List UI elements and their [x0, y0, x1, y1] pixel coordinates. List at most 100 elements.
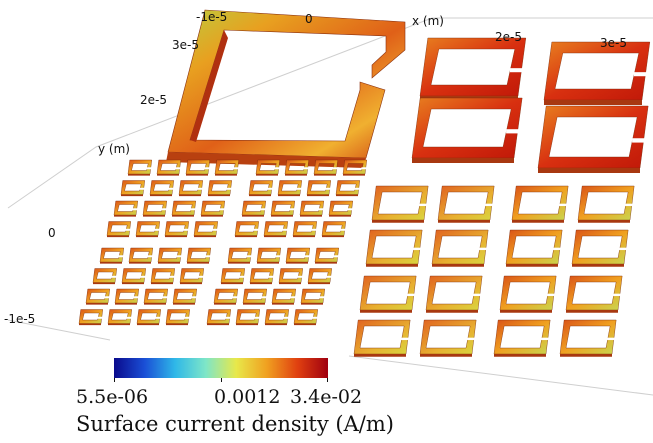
tiny-resonator[interactable]	[106, 221, 132, 238]
tiny-resonator[interactable]	[293, 309, 319, 326]
tiny-resonator[interactable]	[328, 200, 354, 217]
colorbar-max-label: 3.4e-02	[290, 386, 363, 408]
small-resonator[interactable]	[559, 319, 617, 357]
tiny-resonator[interactable]	[92, 268, 118, 285]
tiny-resonator[interactable]	[127, 159, 153, 176]
tiny-resonator[interactable]	[99, 247, 125, 264]
tiny-resonator[interactable]	[150, 268, 176, 285]
tiny-resonator[interactable]	[207, 180, 233, 197]
colorbar-tick-mark	[220, 378, 222, 382]
tiny-resonator[interactable]	[227, 247, 253, 264]
small-resonator[interactable]	[505, 229, 563, 267]
tiny-resonator[interactable]	[186, 247, 212, 264]
tiny-resonator[interactable]	[171, 200, 197, 217]
tiny-resonator[interactable]	[172, 288, 198, 305]
medium-resonator-group[interactable]	[411, 37, 651, 173]
tiny-resonator[interactable]	[342, 159, 368, 176]
small-resonator[interactable]	[437, 185, 495, 223]
tiny-resonator[interactable]	[193, 221, 219, 238]
tiny-resonator[interactable]	[164, 221, 190, 238]
tiny-resonator[interactable]	[120, 180, 146, 197]
medium-resonator[interactable]	[537, 105, 649, 173]
tiny-resonator[interactable]	[149, 180, 175, 197]
tiny-resonator[interactable]	[165, 309, 191, 326]
tiny-resonator[interactable]	[241, 200, 267, 217]
tiny-resonator[interactable]	[271, 288, 297, 305]
small-resonator[interactable]	[425, 275, 483, 313]
tiny-resonator[interactable]	[248, 180, 274, 197]
tiny-resonator[interactable]	[143, 288, 169, 305]
tiny-resonator[interactable]	[135, 221, 161, 238]
small-resonator[interactable]	[371, 185, 429, 223]
x-tick-neg1e-5: -1e-5	[196, 10, 228, 24]
tiny-resonator[interactable]	[278, 268, 304, 285]
tiny-resonator[interactable]	[220, 268, 246, 285]
small-resonator[interactable]	[493, 319, 551, 357]
medium-resonator[interactable]	[543, 41, 651, 105]
tiny-resonator[interactable]	[292, 221, 318, 238]
tiny-resonator[interactable]	[142, 200, 168, 217]
medium-resonator[interactable]	[419, 37, 527, 101]
tiny-resonator[interactable]	[213, 288, 239, 305]
small-resonator[interactable]	[431, 229, 489, 267]
tiny-resonator[interactable]	[285, 247, 311, 264]
small-resonator[interactable]	[353, 319, 411, 357]
tiny-resonator[interactable]	[136, 309, 162, 326]
tiny-resonator[interactable]	[206, 309, 232, 326]
tiny-resonator[interactable]	[307, 268, 333, 285]
tiny-resonator-group[interactable]	[78, 159, 368, 326]
tiny-resonator[interactable]	[156, 159, 182, 176]
large-resonator[interactable]	[166, 9, 406, 168]
tiny-resonator[interactable]	[306, 180, 332, 197]
x-tick-3e-5: 3e-5	[600, 36, 627, 50]
tiny-resonator[interactable]	[234, 221, 260, 238]
colorbar-tick-mark	[327, 378, 328, 382]
small-resonator[interactable]	[577, 185, 635, 223]
tiny-resonator[interactable]	[313, 159, 339, 176]
small-resonator[interactable]	[499, 275, 557, 313]
small-resonator[interactable]	[571, 229, 629, 267]
small-resonator[interactable]	[565, 275, 623, 313]
ground-plane-edge	[348, 355, 653, 396]
tiny-resonator[interactable]	[300, 288, 326, 305]
tiny-resonator[interactable]	[179, 268, 205, 285]
x-tick-0: 0	[305, 12, 313, 26]
tiny-resonator[interactable]	[235, 309, 261, 326]
tiny-resonator[interactable]	[321, 221, 347, 238]
tiny-resonator[interactable]	[242, 288, 268, 305]
tiny-resonator[interactable]	[249, 268, 275, 285]
tiny-resonator[interactable]	[185, 159, 211, 176]
tiny-resonator[interactable]	[277, 180, 303, 197]
small-resonator[interactable]	[365, 229, 423, 267]
medium-resonator[interactable]	[411, 97, 523, 163]
colorbar-gradient	[114, 358, 328, 382]
tiny-resonator[interactable]	[78, 309, 104, 326]
y-axis-label: y (m)	[98, 142, 130, 156]
tiny-resonator[interactable]	[157, 247, 183, 264]
tiny-resonator[interactable]	[107, 309, 133, 326]
tiny-resonator[interactable]	[200, 200, 226, 217]
tiny-resonator[interactable]	[256, 247, 282, 264]
tiny-resonator[interactable]	[270, 200, 296, 217]
tiny-resonator[interactable]	[114, 288, 140, 305]
small-resonator-group[interactable]	[353, 185, 635, 357]
tiny-resonator[interactable]	[284, 159, 310, 176]
tiny-resonator[interactable]	[128, 247, 154, 264]
tiny-resonator[interactable]	[214, 159, 240, 176]
tiny-resonator[interactable]	[121, 268, 147, 285]
tiny-resonator[interactable]	[314, 247, 340, 264]
y-tick-neg1e-5: -1e-5	[4, 312, 36, 326]
tiny-resonator[interactable]	[335, 180, 361, 197]
small-resonator[interactable]	[511, 185, 569, 223]
tiny-resonator[interactable]	[264, 309, 290, 326]
tiny-resonator[interactable]	[299, 200, 325, 217]
tiny-resonator[interactable]	[113, 200, 139, 217]
tiny-resonator[interactable]	[263, 221, 289, 238]
small-resonator[interactable]	[419, 319, 477, 357]
tiny-resonator[interactable]	[85, 288, 111, 305]
tiny-resonator[interactable]	[255, 159, 281, 176]
y-tick-3e-5: 3e-5	[172, 38, 199, 52]
small-resonator[interactable]	[359, 275, 417, 313]
tiny-resonator[interactable]	[178, 180, 204, 197]
